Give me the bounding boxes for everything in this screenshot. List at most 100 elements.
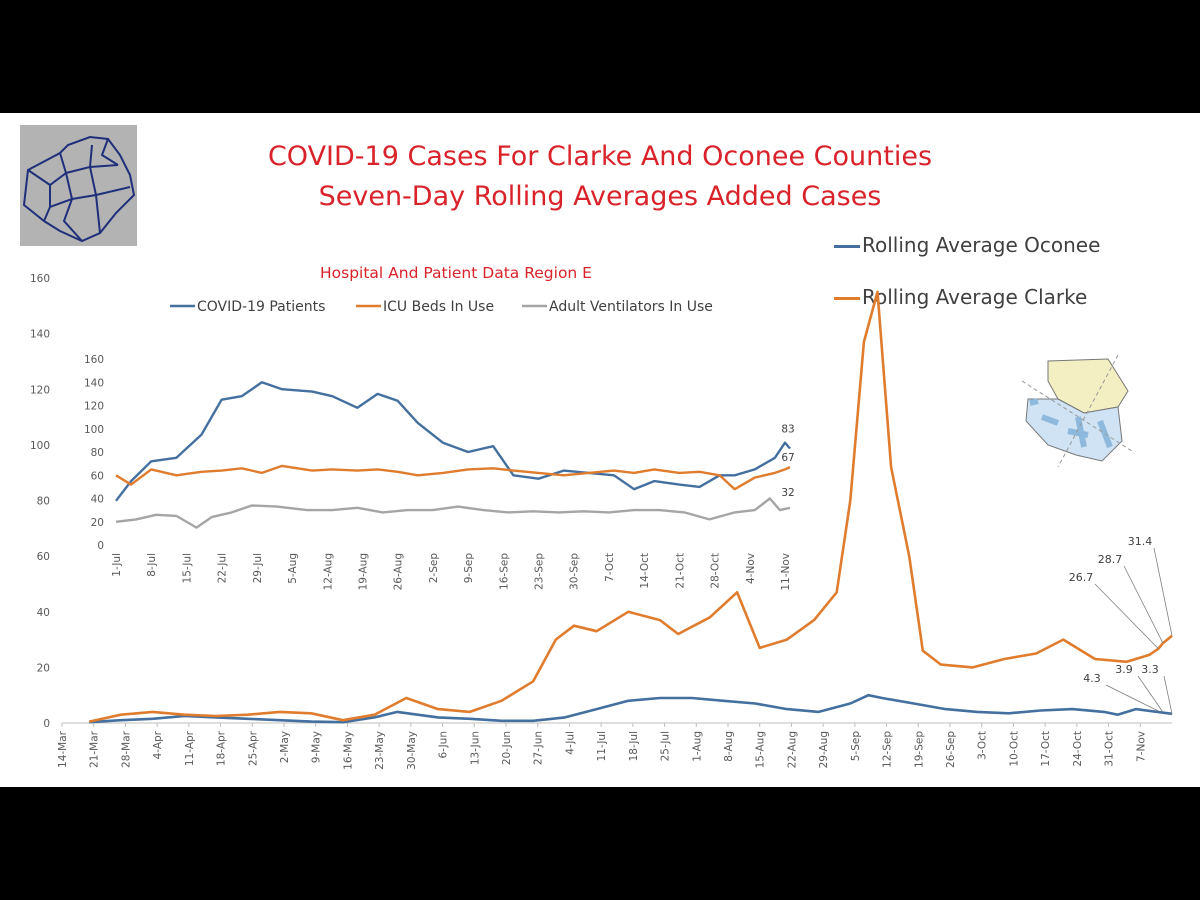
inset-series-line-adult-ventilators-in-use xyxy=(115,497,791,529)
main-x-tick-label: 19-Sep xyxy=(913,731,925,768)
inset-x-tick-label: 22-Jul xyxy=(217,553,229,583)
main-x-tick-label: 22-Aug xyxy=(786,731,798,768)
inset-y-tick-label: 60 xyxy=(91,470,104,482)
inset-x-tick-label: 15-Jul xyxy=(181,553,193,583)
main-x-tick-label: 4-Jul xyxy=(564,731,576,755)
main-x-tick-label: 10-Oct xyxy=(1008,731,1020,767)
main-x-tick-label: 16-May xyxy=(342,731,354,770)
main-x-tick-label: 25-Apr xyxy=(247,730,259,766)
main-y-tick-label: 60 xyxy=(37,551,50,563)
chart-title-line-1: COVID-19 Cases For Clarke And Oconee Cou… xyxy=(267,141,933,172)
main-x-tick-label: 1-Aug xyxy=(691,731,703,762)
main-x-tick-label: 31-Oct xyxy=(1104,731,1116,767)
main-x-tick-label: 2-May xyxy=(279,731,291,763)
main-x-tick-label: 29-Aug xyxy=(818,731,830,768)
data-label: 4.3 xyxy=(1083,672,1101,685)
main-y-tick-label: 80 xyxy=(37,496,50,508)
data-label: 31.4 xyxy=(1128,535,1153,548)
inset-y-tick-label: 160 xyxy=(84,354,104,366)
inset-x-tick-label: 5-Aug xyxy=(287,553,299,584)
chart-panel: COVID-19 Cases For Clarke And Oconee Cou… xyxy=(0,113,1200,787)
data-label-leader xyxy=(1123,565,1164,644)
main-y-tick-label: 160 xyxy=(30,273,50,285)
inset-y-tick-label: 80 xyxy=(91,447,104,459)
main-x-tick-label: 24-Oct xyxy=(1072,731,1084,767)
main-x-tick-label: 5-Sep xyxy=(850,731,862,762)
inset-x-tick-label: 23-Sep xyxy=(534,553,546,590)
inset-y-tick-label: 0 xyxy=(97,540,104,552)
legend-item-oconee: Rolling Average Oconee xyxy=(834,233,1100,257)
inset-series-line-covid-19-patients xyxy=(115,381,791,502)
main-y-tick-label: 20 xyxy=(37,662,50,674)
chart-title-line-2: Seven-Day Rolling Averages Added Cases xyxy=(318,181,882,212)
main-x-tick-label: 15-Aug xyxy=(755,731,767,768)
data-label: 26.7 xyxy=(1069,571,1094,584)
data-label: 28.7 xyxy=(1098,553,1123,566)
main-x-tick-label: 26-Sep xyxy=(945,731,957,768)
inset-x-tick-label: 8-Jul xyxy=(146,553,158,577)
main-y-tick-label: 40 xyxy=(37,607,50,619)
main-y-tick-label: 0 xyxy=(43,718,50,730)
clarke-swatch xyxy=(834,297,860,300)
series-line-rolling-average-oconee xyxy=(89,693,1173,724)
inset-x-tick-label: 16-Sep xyxy=(498,553,510,590)
inset-legend-label: COVID-19 Patients xyxy=(197,299,325,315)
main-y-tick-label: 120 xyxy=(30,384,50,396)
inset-data-label: 83 xyxy=(781,424,794,436)
inset-data-label: 67 xyxy=(781,452,794,464)
inset-x-tick-label: 2-Sep xyxy=(428,553,440,584)
inset-y-tick-label: 20 xyxy=(91,517,104,529)
inset-series-line-icu-beds-in-use xyxy=(115,464,791,491)
clarke-oconee-county-map-image xyxy=(1018,351,1136,471)
county-map-icon xyxy=(1018,351,1136,471)
inset-x-tick-label: 29-Jul xyxy=(252,553,264,583)
main-x-tick-label: 20-Jun xyxy=(501,731,513,765)
inset-data-label: 32 xyxy=(781,487,794,499)
main-x-tick-label: 11-Jul xyxy=(596,731,608,761)
main-x-tick-label: 18-Jul xyxy=(628,731,640,761)
inset-x-tick-label: 19-Aug xyxy=(357,553,369,590)
main-x-tick-label: 25-Jul xyxy=(660,731,672,761)
inset-x-tick-label: 28-Oct xyxy=(710,553,722,589)
oconee-swatch xyxy=(834,245,860,248)
main-x-tick-label: 13-Jun xyxy=(469,731,481,765)
data-label-leader xyxy=(1163,675,1173,714)
main-x-tick-label: 21-Mar xyxy=(89,730,101,768)
inset-x-tick-label: 26-Aug xyxy=(393,553,405,590)
main-x-tick-label: 17-Oct xyxy=(1040,731,1052,767)
data-label-leader xyxy=(1105,684,1159,712)
main-x-tick-label: 4-Apr xyxy=(152,730,164,759)
inset-y-tick-label: 100 xyxy=(84,424,104,436)
main-y-tick-label: 140 xyxy=(30,329,50,341)
main-x-tick-label: 12-Sep xyxy=(882,731,894,768)
data-label-leader xyxy=(1094,583,1159,650)
inset-legend-label: Adult Ventilators In Use xyxy=(549,299,713,315)
region-e-map-image xyxy=(20,125,137,246)
main-x-tick-label: 6-Jun xyxy=(438,731,450,758)
main-x-tick-label: 18-Apr xyxy=(216,730,228,766)
data-label: 3.3 xyxy=(1141,663,1159,676)
data-label-leader xyxy=(1153,547,1173,636)
inset-x-tick-label: 9-Sep xyxy=(463,553,475,584)
inset-y-tick-label: 40 xyxy=(91,494,104,506)
inset-x-tick-label: 4-Nov xyxy=(745,553,757,584)
inset-x-tick-label: 14-Oct xyxy=(639,553,651,589)
inset-x-tick-label: 1-Jul xyxy=(111,553,123,577)
legend-item-clarke: Rolling Average Clarke xyxy=(834,285,1087,309)
inset-x-tick-label: 30-Sep xyxy=(569,553,581,590)
main-x-tick-label: 8-Aug xyxy=(723,731,735,762)
inset-x-tick-label: 7-Oct xyxy=(604,553,616,582)
main-x-tick-label: 11-Apr xyxy=(184,730,196,766)
main-x-tick-label: 7-Nov xyxy=(1135,731,1147,762)
main-x-tick-label: 28-Mar xyxy=(120,730,132,768)
legend-label-clarke: Rolling Average Clarke xyxy=(862,285,1088,309)
main-x-tick-label: 23-May xyxy=(374,731,386,770)
legend-label-oconee: Rolling Average Oconee xyxy=(862,233,1101,257)
inset-y-tick-label: 140 xyxy=(84,377,104,389)
inset-x-tick-label: 21-Oct xyxy=(674,553,686,589)
series-line-rolling-average-clarke xyxy=(88,290,1173,723)
inset-x-tick-label: 11-Nov xyxy=(780,553,792,591)
inset-y-tick-label: 120 xyxy=(84,401,104,413)
main-x-tick-label: 9-May xyxy=(311,731,323,763)
data-label: 3.9 xyxy=(1115,663,1133,676)
